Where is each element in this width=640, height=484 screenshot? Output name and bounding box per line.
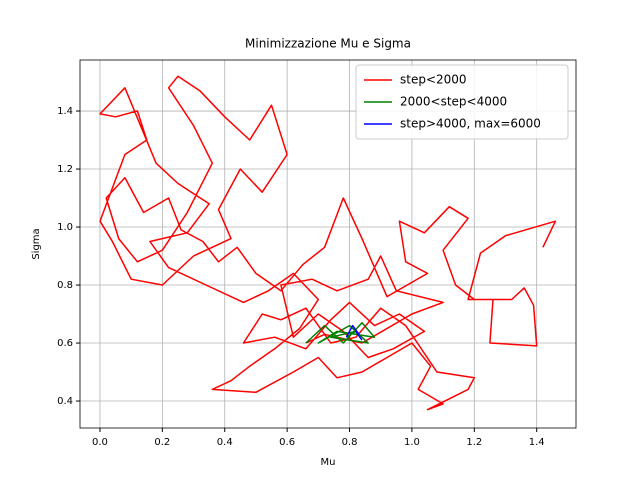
x-tick-label: 0.2 — [154, 437, 170, 448]
legend-box — [355, 64, 569, 140]
legend-label: 2000<step<4000 — [400, 95, 507, 109]
axes-frame — [79, 59, 577, 429]
series-line — [99, 75, 557, 411]
chart-title: Minimizzazione Mu e Sigma — [245, 37, 411, 51]
y-tick-label: 0.6 — [57, 338, 73, 349]
x-tick-label: 0.6 — [279, 437, 295, 448]
legend-label: step<2000 — [400, 73, 467, 87]
y-tick-label: 1.0 — [57, 222, 73, 233]
y-tick-label: 0.8 — [57, 280, 73, 291]
x-axis-label: Mu — [321, 457, 336, 468]
x-tick-label: 0.4 — [217, 437, 233, 448]
y-tick-label: 0.4 — [57, 396, 73, 407]
x-tick-label: 0.0 — [92, 437, 108, 448]
legend-label: step>4000, max=6000 — [400, 117, 541, 131]
x-tick-label: 1.0 — [404, 437, 420, 448]
x-tick-label: 1.2 — [466, 437, 482, 448]
x-tick-label: 1.4 — [529, 437, 545, 448]
y-axis-label: Sigma — [31, 228, 42, 259]
series-line — [305, 321, 376, 344]
y-tick-label: 1.4 — [57, 106, 73, 117]
x-tick-label: 0.8 — [342, 437, 358, 448]
series-line — [345, 324, 363, 341]
y-tick-label: 1.2 — [57, 164, 73, 175]
